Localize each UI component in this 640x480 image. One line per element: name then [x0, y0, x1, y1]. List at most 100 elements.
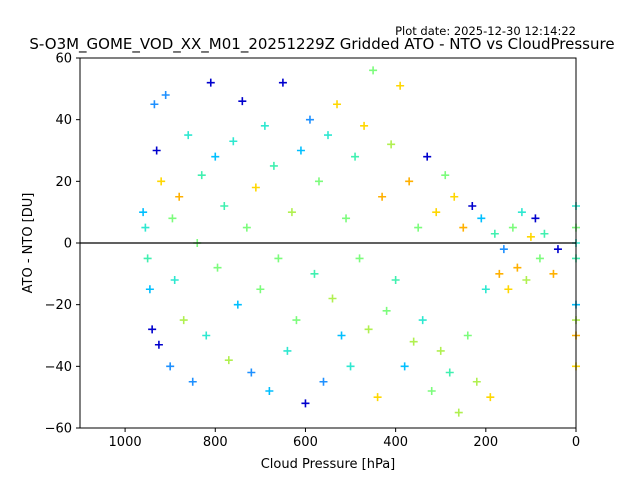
data-point [184, 131, 193, 140]
data-point [145, 285, 154, 294]
data-point [486, 393, 495, 402]
data-point [152, 146, 161, 155]
data-point [324, 131, 332, 140]
data-point [188, 377, 197, 386]
data-point [175, 192, 184, 201]
data-point [346, 362, 355, 371]
data-point [441, 171, 450, 180]
data-point [229, 137, 238, 146]
data-point [418, 316, 427, 325]
data-point [247, 368, 256, 377]
data-point [260, 121, 269, 130]
data-point [409, 337, 418, 346]
data-point [314, 177, 323, 186]
data-point [513, 263, 522, 272]
data-point [166, 362, 175, 371]
data-point [549, 269, 558, 278]
data-point [423, 152, 432, 161]
data-point [305, 115, 314, 124]
data-point [139, 208, 148, 217]
data-point [490, 229, 499, 238]
data-point [319, 377, 328, 386]
data-point [463, 331, 472, 340]
data-point [459, 223, 468, 232]
data-point [238, 97, 247, 106]
data-point [387, 140, 396, 149]
x-tick-label: 200 [473, 435, 498, 450]
data-point [517, 208, 526, 217]
data-point [148, 325, 157, 334]
data-point [337, 331, 346, 340]
plot-date: Plot date: 2025-12-30 12:14:22 [395, 24, 576, 38]
y-tick-label: 40 [55, 113, 72, 128]
data-point [382, 306, 391, 315]
data-point [161, 91, 170, 99]
data-point [333, 100, 342, 109]
data-point [342, 214, 351, 223]
x-axis-label: Cloud Pressure [hPa] [261, 457, 396, 472]
data-point [414, 223, 423, 232]
data-point [535, 254, 544, 263]
data-point [481, 285, 490, 294]
data-point [477, 214, 486, 223]
data-point [213, 263, 222, 272]
data-point [526, 232, 535, 241]
y-tick-label: 60 [55, 52, 72, 67]
data-point [540, 229, 549, 238]
y-tick-label: 0 [64, 237, 72, 252]
y-tick-label: −40 [45, 360, 72, 375]
x-tick-label: 600 [293, 435, 318, 450]
data-point [553, 245, 562, 254]
chart-title: S-O3M_GOME_VOD_XX_M01_20251229Z Gridded … [29, 35, 614, 54]
data-point [454, 408, 463, 417]
data-point [170, 276, 179, 284]
data-point [143, 254, 152, 263]
data-point [220, 202, 229, 210]
data-point [179, 316, 188, 325]
data-point [405, 177, 414, 186]
data-point [378, 192, 387, 201]
data-point [211, 152, 220, 161]
data-point [396, 81, 405, 90]
data-point [427, 387, 436, 395]
data-point [296, 146, 305, 155]
data-point [242, 223, 251, 232]
x-tick-label: 400 [383, 435, 408, 450]
x-tick-label: 1000 [109, 435, 142, 450]
data-point [141, 223, 150, 232]
data-point [168, 214, 177, 223]
data-point [360, 121, 369, 130]
data-point [154, 340, 163, 349]
data-point [499, 245, 508, 254]
y-axis-label: ATO - NTO [DU] [21, 193, 36, 294]
data-point [495, 269, 504, 278]
data-point [197, 171, 206, 180]
data-point [432, 208, 441, 217]
data-point [522, 276, 531, 284]
data-point [274, 254, 283, 263]
data-point [436, 346, 445, 355]
y-tick-label: 20 [55, 175, 72, 190]
data-point [310, 269, 319, 278]
data-point [292, 316, 301, 325]
data-point [364, 325, 373, 334]
data-point [369, 66, 378, 75]
data-point [468, 202, 477, 210]
data-point [351, 152, 360, 161]
data-point [328, 294, 337, 303]
data-point [251, 183, 260, 192]
data-point [283, 346, 292, 355]
y-axis: 60 40 20 0 −20 −40 −60 [45, 52, 80, 437]
data-point [301, 399, 310, 408]
data-point [150, 100, 159, 109]
data-point [265, 387, 274, 395]
data-point [400, 362, 409, 371]
data-point [269, 161, 278, 170]
y-tick-label: −60 [45, 422, 72, 437]
data-point [472, 377, 481, 386]
data-point [233, 300, 242, 309]
x-tick-label: 0 [572, 435, 580, 450]
data-point [504, 285, 513, 294]
